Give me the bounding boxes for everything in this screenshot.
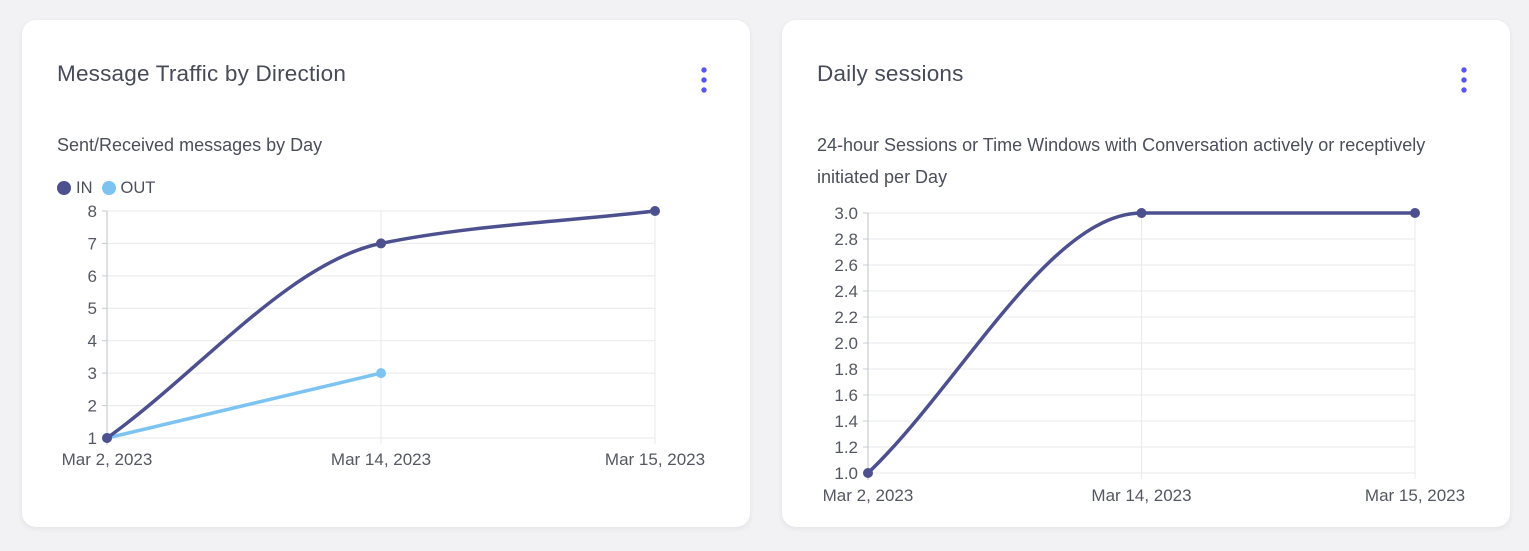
y-tick-label: 6 xyxy=(88,267,97,286)
axis-ticks xyxy=(102,210,107,439)
line-chart-message-traffic: 1 2 3 4 5 6 7 8 Mar 2, 2023 Mar 14, 2023 Mar 15, 2… xyxy=(57,202,715,478)
data-point xyxy=(1136,208,1147,218)
data-point xyxy=(863,468,873,478)
y-tick-label: 2.8 xyxy=(834,230,858,249)
y-tick-label: 7 xyxy=(88,234,97,253)
y-tick-label: 2.2 xyxy=(834,308,858,327)
y-tick-label: 3.0 xyxy=(834,204,858,223)
card-subtitle: 24-hour Sessions or Time Windows with Co… xyxy=(817,135,1426,187)
legend-item-in: IN xyxy=(57,179,93,198)
data-point xyxy=(376,368,386,379)
x-tick-labels: Mar 2, 2023 Mar 14, 2023 Mar 15, 2023 xyxy=(62,450,705,469)
y-tick-label: 3 xyxy=(88,364,97,383)
kebab-menu-icon xyxy=(701,67,707,93)
x-tick-label: Mar 15, 2023 xyxy=(1365,486,1465,505)
y-tick-label: 1.0 xyxy=(834,464,858,483)
legend-item-out: OUT xyxy=(101,178,156,198)
card-title: Daily sessions xyxy=(817,61,964,86)
x-tick-label: Mar 2, 2023 xyxy=(823,486,914,505)
y-tick-labels: 1 2 3 4 5 6 7 8 xyxy=(88,202,97,448)
y-tick-label: 4 xyxy=(88,332,97,351)
y-tick-label: 1.8 xyxy=(834,360,858,379)
card-header: Message Traffic by Direction xyxy=(57,60,715,98)
legend-dot-out-icon xyxy=(101,181,116,195)
chart-svg: 1.0 1.2 1.4 1.6 1.8 2.0 2.2 2.4 2.6 2.8 3.0 Mar 2, … xyxy=(823,204,1465,505)
x-tick-label: Mar 14, 2023 xyxy=(1091,486,1191,505)
axis-ticks xyxy=(863,212,868,474)
line-chart-daily-sessions: 1.0 1.2 1.4 1.6 1.8 2.0 2.2 2.4 2.6 2.8 3.0 Mar 2, … xyxy=(817,204,1475,516)
card-subtitle: Sent/Received messages by Day xyxy=(57,135,323,155)
card-daily-sessions: Daily sessions 24-hour Sessions or Time … xyxy=(782,20,1510,527)
series-line xyxy=(105,371,383,440)
y-tick-label: 2.4 xyxy=(834,282,858,301)
card-title: Message Traffic by Direction xyxy=(57,61,347,86)
x-tick-label: Mar 14, 2023 xyxy=(331,450,431,469)
y-tick-label: 2.6 xyxy=(834,256,858,275)
y-tick-label: 2.0 xyxy=(834,334,858,353)
y-tick-labels: 1.0 1.2 1.4 1.6 1.8 2.0 2.2 2.4 2.6 2.8 3.0 xyxy=(834,204,858,483)
legend-dot-in-icon xyxy=(57,181,71,195)
series-in xyxy=(102,206,660,443)
card-header: Daily sessions xyxy=(817,60,1475,98)
y-tick-label: 8 xyxy=(88,202,97,221)
data-point xyxy=(1410,208,1420,218)
y-tick-label: 1.4 xyxy=(834,412,858,431)
kebab-menu-icon xyxy=(1461,67,1467,93)
y-tick-label: 2 xyxy=(88,397,97,416)
data-point xyxy=(650,206,660,216)
chart-svg: 1 2 3 4 5 6 7 8 Mar 2, 2023 Mar 14, 2023 Mar 15, 2… xyxy=(62,202,705,469)
legend-label-out: OUT xyxy=(120,178,156,197)
y-tick-label: 1.2 xyxy=(834,438,858,457)
y-tick-label: 1.6 xyxy=(834,386,858,405)
gridlines xyxy=(868,212,1416,479)
card-menu-button[interactable] xyxy=(1453,62,1475,98)
chart-legend: IN OUT xyxy=(57,177,715,199)
series-line xyxy=(866,211,1417,475)
data-point xyxy=(376,238,386,249)
x-tick-label: Mar 15, 2023 xyxy=(605,450,705,469)
y-tick-label: 1 xyxy=(88,429,97,448)
card-message-traffic: Message Traffic by Direction Sent/Receiv… xyxy=(22,20,750,527)
series-daily-sessions xyxy=(863,208,1420,478)
data-point xyxy=(102,433,112,443)
x-tick-label: Mar 2, 2023 xyxy=(62,450,153,469)
y-tick-label: 5 xyxy=(88,299,97,318)
legend-label-in: IN xyxy=(76,178,93,197)
x-tick-labels: Mar 2, 2023 Mar 14, 2023 Mar 15, 2023 xyxy=(823,486,1465,505)
card-menu-button[interactable] xyxy=(693,62,715,98)
